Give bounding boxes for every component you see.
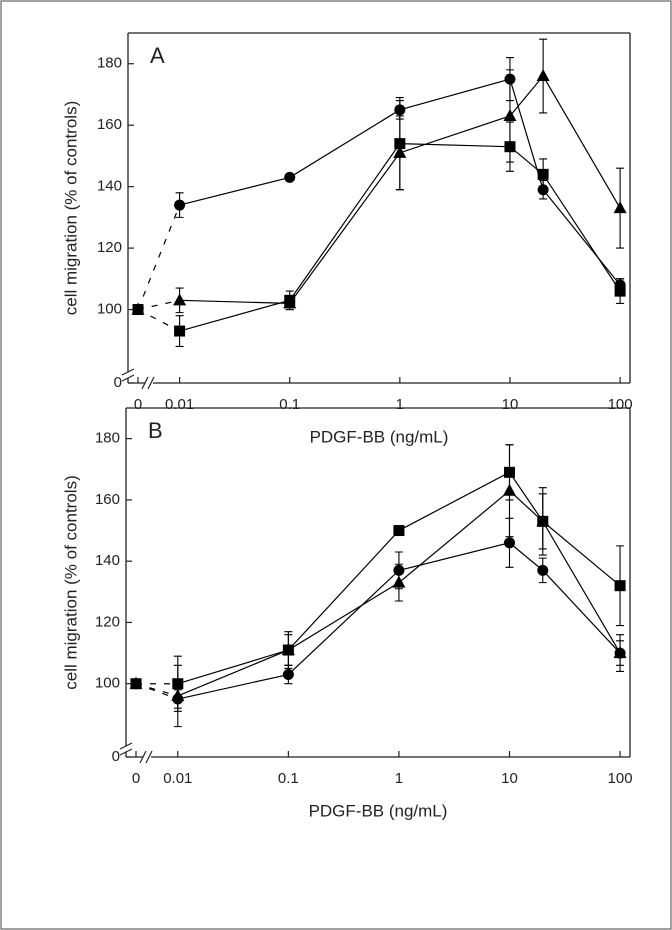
y-tick-label: 120 <box>97 239 122 256</box>
marker-triangle <box>502 483 516 496</box>
marker-square <box>614 580 626 592</box>
axis-break <box>119 748 133 756</box>
x-tick-label: 0.1 <box>279 396 300 413</box>
x-tick-label: 0 <box>132 770 140 787</box>
marker-square <box>284 294 296 306</box>
y-tick-label: 0 <box>112 748 120 765</box>
axis-break <box>145 750 153 764</box>
marker-square <box>394 138 406 150</box>
series-line <box>177 542 621 700</box>
marker-square <box>174 325 186 337</box>
y-tick-label: 100 <box>97 301 122 318</box>
marker-square <box>504 141 516 153</box>
marker-square <box>614 285 626 297</box>
series-line <box>179 78 621 286</box>
series-line <box>179 74 621 305</box>
x-tick-label: 0 <box>134 396 142 413</box>
axis-break <box>147 376 155 390</box>
marker-circle <box>393 564 405 576</box>
axis-break <box>119 742 133 750</box>
marker-circle <box>503 537 515 549</box>
marker-triangle <box>536 69 550 82</box>
marker-circle <box>284 171 296 183</box>
marker-triangle <box>173 293 187 306</box>
y-axis-label: cell migration (% of controls) <box>61 101 80 315</box>
marker-square <box>537 168 549 180</box>
y-tick-label: 100 <box>95 675 120 692</box>
x-tick-label: 10 <box>501 770 518 787</box>
x-tick-label: 1 <box>396 396 404 413</box>
x-tick-label: 0.01 <box>163 770 192 787</box>
x-tick-label: 10 <box>502 396 519 413</box>
y-tick-label: 140 <box>97 178 122 195</box>
marker-square <box>393 525 405 537</box>
panel-label: B <box>148 418 163 443</box>
panel-label: A <box>150 43 165 68</box>
marker-circle <box>614 647 626 659</box>
marker-triangle <box>503 108 517 121</box>
axis-break <box>139 750 147 764</box>
y-axis-label: cell migration (% of controls) <box>61 475 80 689</box>
x-axis-label: PDGF-BB (ng/mL) <box>310 427 449 446</box>
y-tick-label: 160 <box>97 116 122 133</box>
series-line <box>177 471 621 685</box>
x-tick-label: 0.1 <box>278 770 299 787</box>
series-line <box>179 143 621 332</box>
marker-square <box>132 304 144 316</box>
x-tick-label: 1 <box>395 770 403 787</box>
y-tick-label: 160 <box>95 491 120 508</box>
x-tick-label: 100 <box>608 770 633 787</box>
y-tick-label: 180 <box>97 55 122 72</box>
y-tick-label: 140 <box>95 552 120 569</box>
y-tick-label: 180 <box>95 430 120 447</box>
axis-break <box>121 374 135 382</box>
axis-break <box>141 376 149 390</box>
x-axis-label: PDGF-BB (ng/mL) <box>309 801 448 820</box>
marker-circle <box>282 669 294 681</box>
series-line <box>177 489 621 697</box>
marker-circle <box>172 693 184 705</box>
marker-triangle <box>281 643 295 656</box>
axis-break <box>121 368 135 376</box>
y-tick-label: 0 <box>114 374 122 391</box>
marker-triangle <box>613 201 627 214</box>
broken-segment <box>137 204 181 310</box>
marker-circle <box>174 199 186 211</box>
marker-circle <box>537 564 549 576</box>
marker-triangle <box>536 514 550 527</box>
x-tick-label: 100 <box>608 396 633 413</box>
x-tick-label: 0.01 <box>165 396 194 413</box>
y-tick-label: 120 <box>95 613 120 630</box>
marker-circle <box>130 678 142 690</box>
